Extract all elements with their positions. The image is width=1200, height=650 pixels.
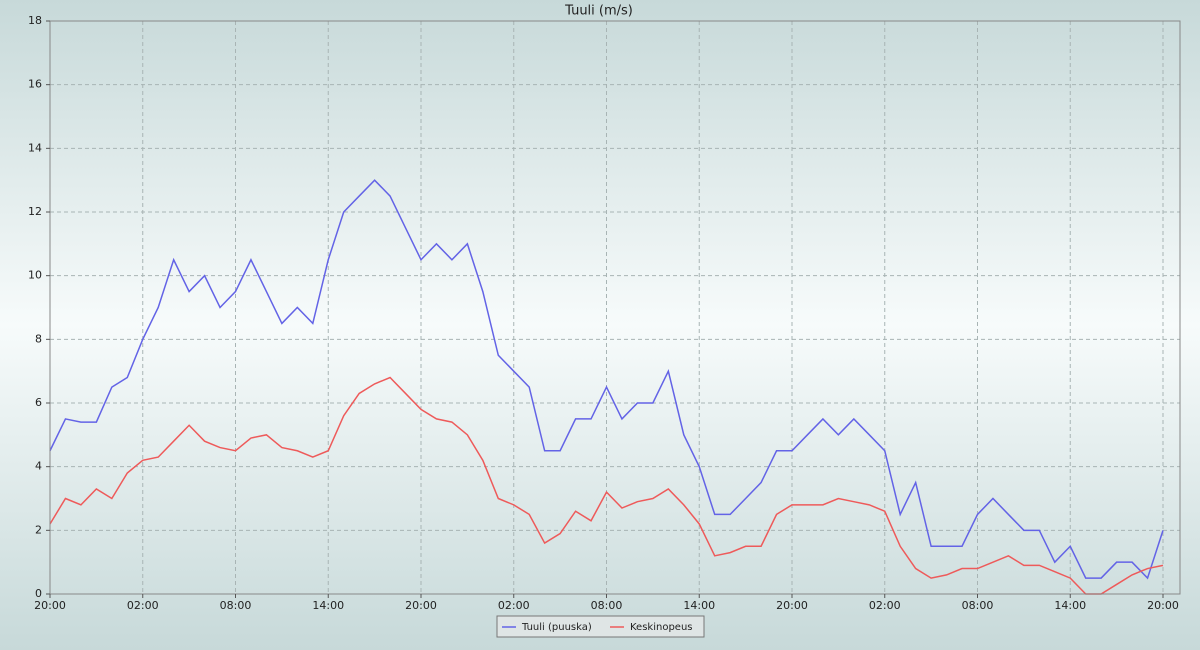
x-tick-label: 02:00 [869,599,901,612]
y-tick-label: 14 [28,141,42,154]
y-tick-label: 8 [35,332,42,345]
y-tick-label: 16 [28,78,42,91]
y-tick-label: 6 [35,396,42,409]
x-tick-label: 08:00 [591,599,623,612]
legend [496,615,705,638]
line-series [49,179,1164,580]
x-tick-label: 14:00 [312,599,344,612]
x-tick-label: 08:00 [220,599,252,612]
y-tick-label: 0 [35,587,42,600]
x-tick-label: 08:00 [962,599,994,612]
x-tick-label: 20:00 [776,599,808,612]
x-tick-label: 14:00 [683,599,715,612]
y-tick-label: 4 [35,460,42,473]
x-tick-label: 14:00 [1054,599,1086,612]
x-tick-label: 20:00 [405,599,437,612]
legend-label: Tuuli (puuska) [521,622,592,633]
x-tick-label: 20:00 [34,599,66,612]
chart-title: Tuuli (m/s) [564,4,633,19]
y-tick-label: 18 [28,14,42,27]
legend-label: Keskinopeus [630,622,693,633]
y-tick-label: 10 [28,269,42,282]
x-tick-label: 02:00 [127,599,159,612]
line-series [49,376,1164,595]
plot-frame [49,20,1181,595]
y-tick-label: 12 [28,205,42,218]
x-tick-label: 02:00 [498,599,530,612]
y-tick-label: 2 [35,523,42,536]
x-tick-label: 20:00 [1147,599,1179,612]
